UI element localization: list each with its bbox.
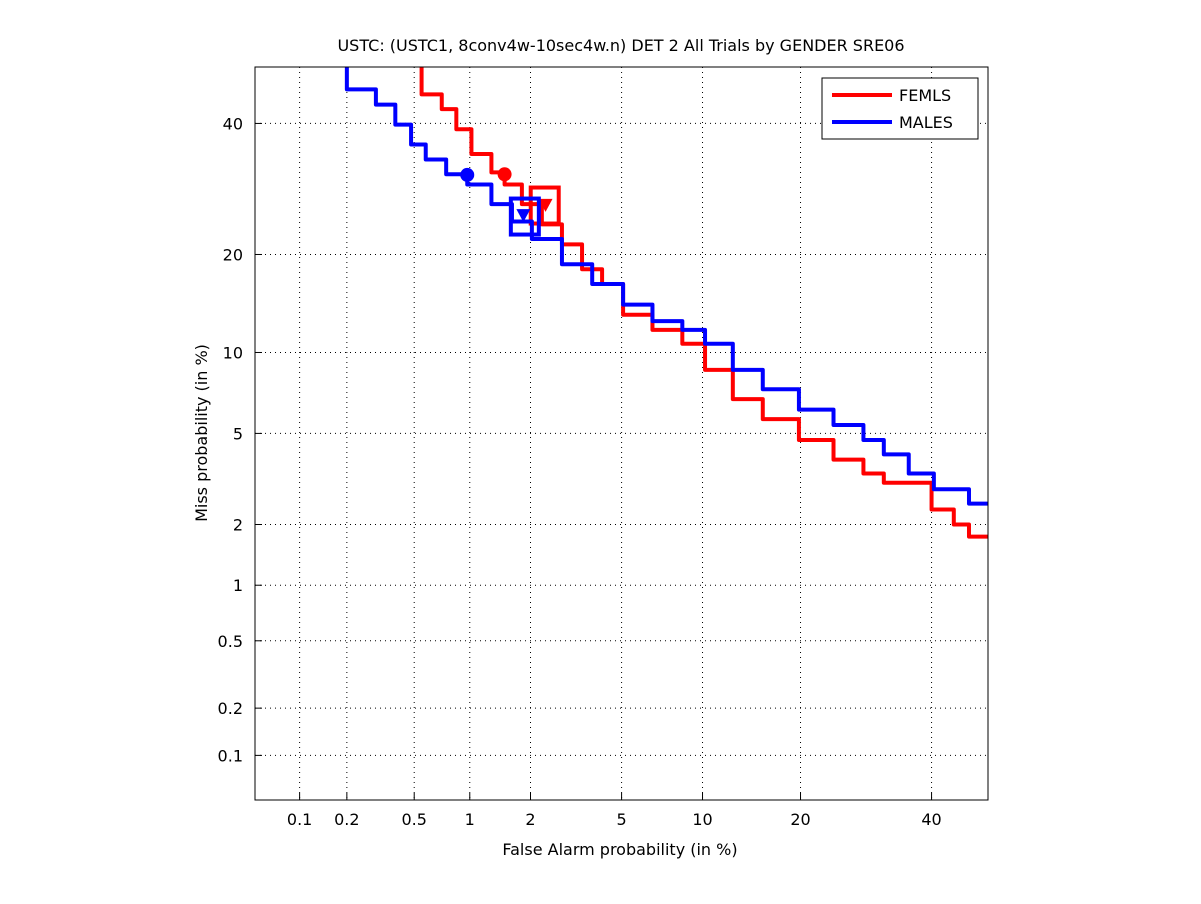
legend: FEMLS MALES <box>821 77 979 140</box>
marker-triangle-femls <box>538 198 553 212</box>
y-tick-label: 40 <box>223 114 243 133</box>
x-tick-label: 5 <box>616 810 626 829</box>
legend-label-femls: FEMLS <box>899 86 951 105</box>
y-axis-label: Miss probability (in %) <box>192 344 211 522</box>
x-tick-label: 20 <box>790 810 810 829</box>
marker-circle-femls <box>497 167 512 182</box>
marker-triangle-males <box>516 209 531 223</box>
legend-box <box>821 77 979 140</box>
y-tick-label: 0.5 <box>218 632 243 651</box>
marker-square-males <box>508 196 541 237</box>
x-tick-label: 40 <box>921 810 941 829</box>
x-tick-label: 0.2 <box>334 810 359 829</box>
x-tick-label: 0.1 <box>287 810 312 829</box>
x-tick-label: 1 <box>465 810 475 829</box>
grid <box>255 67 988 800</box>
x-axis-label: False Alarm probability (in %) <box>502 840 737 859</box>
chart-title: USTC: (USTC1, 8conv4w-10sec4w.n) DET 2 A… <box>337 36 904 55</box>
x-tick-label: 10 <box>692 810 712 829</box>
y-tick-labels: 0.1 0.2 0.5 1 2 5 10 20 40 <box>218 114 243 765</box>
y-tick-label: 0.1 <box>218 746 243 765</box>
curve-males <box>344 67 988 506</box>
y-tick-label: 1 <box>233 576 243 595</box>
marker-circle-males <box>460 167 475 182</box>
y-tick-label: 2 <box>233 515 243 534</box>
y-tick-label: 10 <box>223 343 243 362</box>
y-tick-label: 0.2 <box>218 699 243 718</box>
x-tick-labels: 0.1 0.2 0.5 1 2 5 10 20 40 <box>287 810 942 829</box>
legend-label-males: MALES <box>899 113 953 132</box>
y-tick-label: 20 <box>223 245 243 264</box>
curves <box>344 67 988 539</box>
plot-frame <box>254 66 989 801</box>
y-tick-label: 5 <box>233 424 243 443</box>
x-tick-label: 0.5 <box>401 810 426 829</box>
x-tick-label: 2 <box>525 810 535 829</box>
marker-square-femls <box>528 185 561 226</box>
